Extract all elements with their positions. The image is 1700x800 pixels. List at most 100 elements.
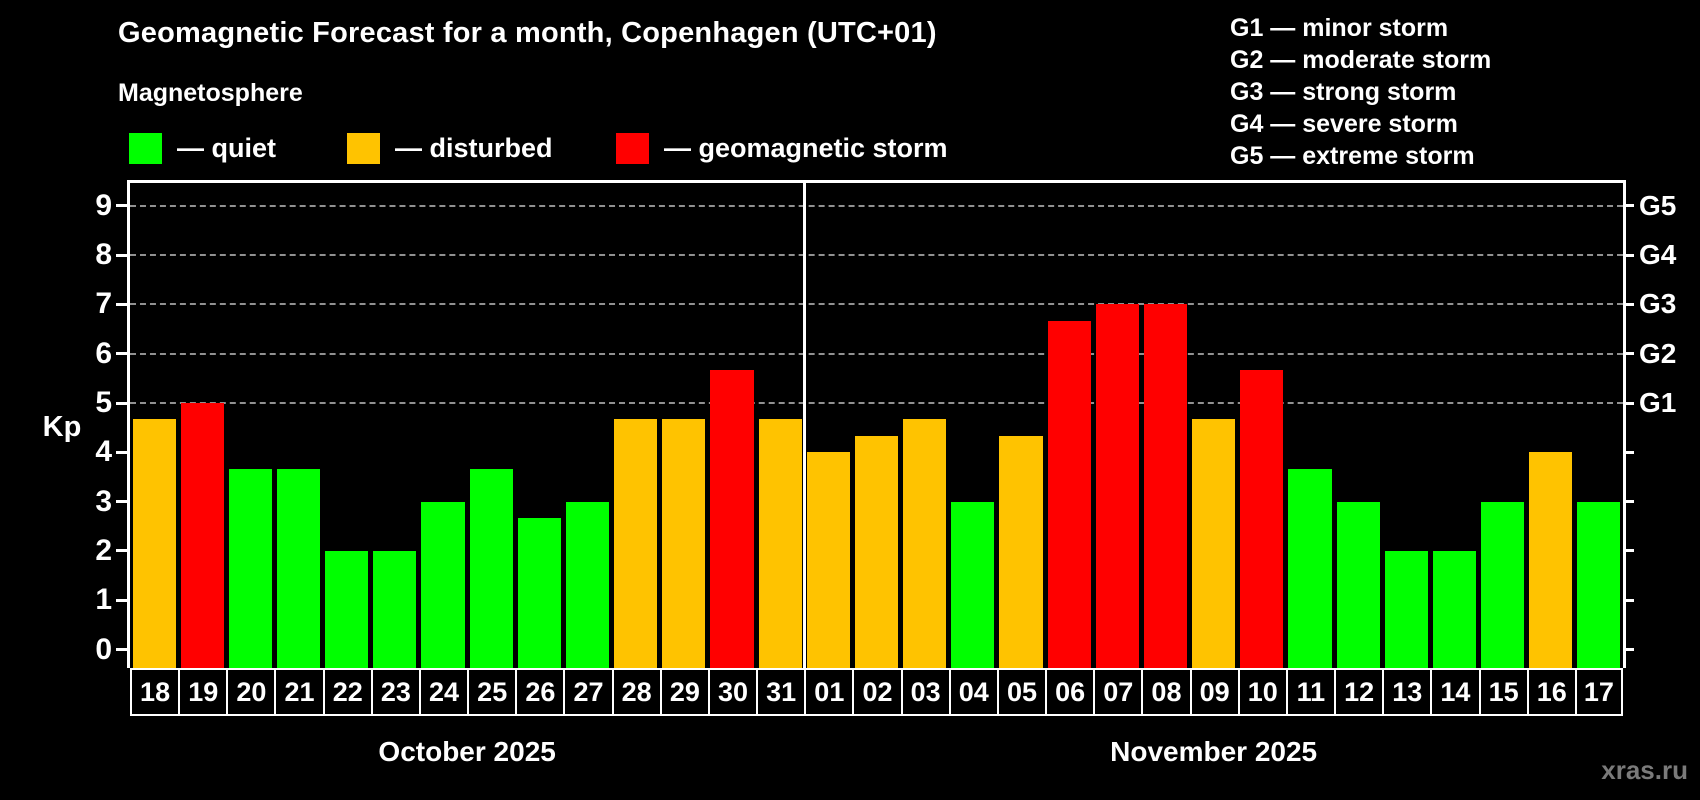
- g-level-label-g5: G5: [1639, 189, 1677, 221]
- kp-bar-28-disturbed: [614, 419, 658, 668]
- kp-bar-22-quiet: [325, 550, 369, 668]
- right-tick-kp0: [1623, 648, 1634, 651]
- y-tick-label-8: 8: [95, 238, 112, 272]
- storm-scale-line-g5: G5 — extreme storm: [1230, 142, 1475, 170]
- y-tick-label-2: 2: [95, 533, 112, 567]
- y-tick-label-7: 7: [95, 287, 112, 321]
- left-tick-kp4: [116, 450, 127, 454]
- date-cell-03: 03: [900, 668, 951, 716]
- storm-scale-line-g3: G3 — strong storm: [1230, 78, 1457, 106]
- g-level-label-g2: G2: [1639, 337, 1677, 369]
- legend-item-quiet: — quiet: [129, 133, 276, 164]
- left-tick-kp1: [116, 598, 127, 602]
- y-tick-label-3: 3: [95, 484, 112, 518]
- kp-bar-04-quiet: [951, 501, 995, 668]
- kp-bar-06-storm: [1047, 320, 1091, 668]
- date-cell-08: 08: [1141, 668, 1192, 716]
- chart-subtitle: Magnetosphere: [118, 79, 303, 107]
- date-cell-12: 12: [1334, 668, 1385, 716]
- date-cell-29: 29: [659, 668, 710, 716]
- kp-bar-29-disturbed: [662, 419, 706, 668]
- date-cell-09: 09: [1189, 668, 1240, 716]
- kp-bar-20-quiet: [228, 468, 272, 668]
- kp-bar-24-quiet: [421, 501, 465, 668]
- y-tick-label-6: 6: [95, 336, 112, 370]
- left-tick-kp5: [116, 401, 127, 405]
- date-cell-14: 14: [1430, 668, 1481, 716]
- left-tick-kp6: [116, 352, 127, 356]
- right-tick-kp7: [1623, 302, 1634, 306]
- legend-item-disturbed: — disturbed: [347, 133, 553, 164]
- legend-label-quiet: — quiet: [177, 133, 276, 163]
- date-cell-07: 07: [1093, 668, 1144, 716]
- y-tick-label-4: 4: [95, 435, 112, 469]
- date-cell-28: 28: [611, 668, 662, 716]
- right-tick-kp4: [1623, 450, 1634, 454]
- month-separator-line: [802, 183, 806, 668]
- date-cell-20: 20: [226, 668, 277, 716]
- kp-bar-30-storm: [710, 369, 754, 668]
- legend-label-disturbed: — disturbed: [395, 133, 553, 163]
- watermark: xras.ru: [1601, 755, 1688, 785]
- gridline-kp6: [130, 352, 1623, 355]
- kp-bar-23-quiet: [373, 550, 417, 668]
- right-tick-kp5: [1623, 401, 1634, 405]
- g-level-label-g3: G3: [1639, 288, 1677, 320]
- kp-bar-31-disturbed: [758, 419, 802, 668]
- date-cell-16: 16: [1526, 668, 1577, 716]
- y-tick-label-9: 9: [95, 188, 112, 222]
- y-tick-label-0: 0: [95, 632, 112, 666]
- kp-bar-11-quiet: [1288, 468, 1332, 668]
- storm-scale-line-g2: G2 — moderate storm: [1230, 46, 1492, 74]
- left-tick-kp3: [116, 500, 127, 504]
- storm-scale-line-g4: G4 — severe storm: [1230, 110, 1458, 138]
- date-cell-17: 17: [1574, 668, 1623, 716]
- plot-border-left: [127, 180, 130, 668]
- gridline-kp9: [130, 204, 1623, 207]
- right-tick-kp2: [1623, 549, 1634, 553]
- date-cell-01: 01: [804, 668, 855, 716]
- kp-bar-18-disturbed: [132, 419, 176, 668]
- left-tick-kp8: [116, 253, 127, 257]
- kp-bar-17-quiet: [1577, 501, 1621, 668]
- kp-bar-10-storm: [1240, 369, 1284, 668]
- right-tick-kp3: [1623, 500, 1634, 504]
- storm-scale-legend: G1 — minor storm G2 — moderate storm G3 — …: [1230, 12, 1491, 172]
- storm-scale-line-g1: G1 — minor storm: [1230, 14, 1449, 42]
- y-tick-label-5: 5: [95, 386, 112, 419]
- right-tick-kp9: [1623, 204, 1634, 208]
- g-level-label-g4: G4: [1639, 239, 1677, 271]
- gridline-kp8: [130, 254, 1623, 257]
- date-cell-13: 13: [1382, 668, 1433, 716]
- gridline-kp7: [130, 303, 1623, 306]
- kp-bar-07-storm: [1095, 304, 1139, 668]
- left-tick-kp0: [116, 648, 127, 651]
- plot-border-top: [127, 180, 1626, 183]
- quiet-swatch-icon: [129, 133, 162, 164]
- left-tick-kp7: [116, 302, 127, 306]
- kp-bar-13-quiet: [1384, 550, 1428, 668]
- date-cell-19: 19: [178, 668, 229, 716]
- date-cell-04: 04: [948, 668, 999, 716]
- disturbed-swatch-icon: [347, 133, 380, 164]
- date-cell-18: 18: [130, 668, 181, 716]
- date-cell-30: 30: [707, 668, 759, 716]
- kp-bar-14-quiet: [1432, 550, 1476, 668]
- kp-bar-09-disturbed: [1192, 419, 1236, 668]
- right-tick-kp6: [1623, 352, 1634, 356]
- month-labels: October 2025 November 2025: [130, 736, 1623, 776]
- kp-bar-26-quiet: [517, 517, 561, 668]
- date-cell-23: 23: [370, 668, 421, 716]
- date-cell-10: 10: [1237, 668, 1288, 716]
- month-label-october: October 2025: [378, 736, 556, 767]
- kp-bar-01-disturbed: [806, 452, 850, 668]
- kp-bar-21-quiet: [276, 468, 321, 668]
- right-tick-kp1: [1623, 598, 1634, 602]
- month-label-november: November 2025: [1110, 736, 1318, 767]
- left-tick-kp2: [116, 549, 127, 553]
- kp-bar-12-quiet: [1336, 501, 1380, 668]
- date-cell-05: 05: [996, 668, 1048, 716]
- plot-border-right: [1623, 180, 1626, 668]
- g-level-label-g1: G1: [1639, 387, 1677, 418]
- legend-item-storm: — geomagnetic storm: [616, 133, 948, 164]
